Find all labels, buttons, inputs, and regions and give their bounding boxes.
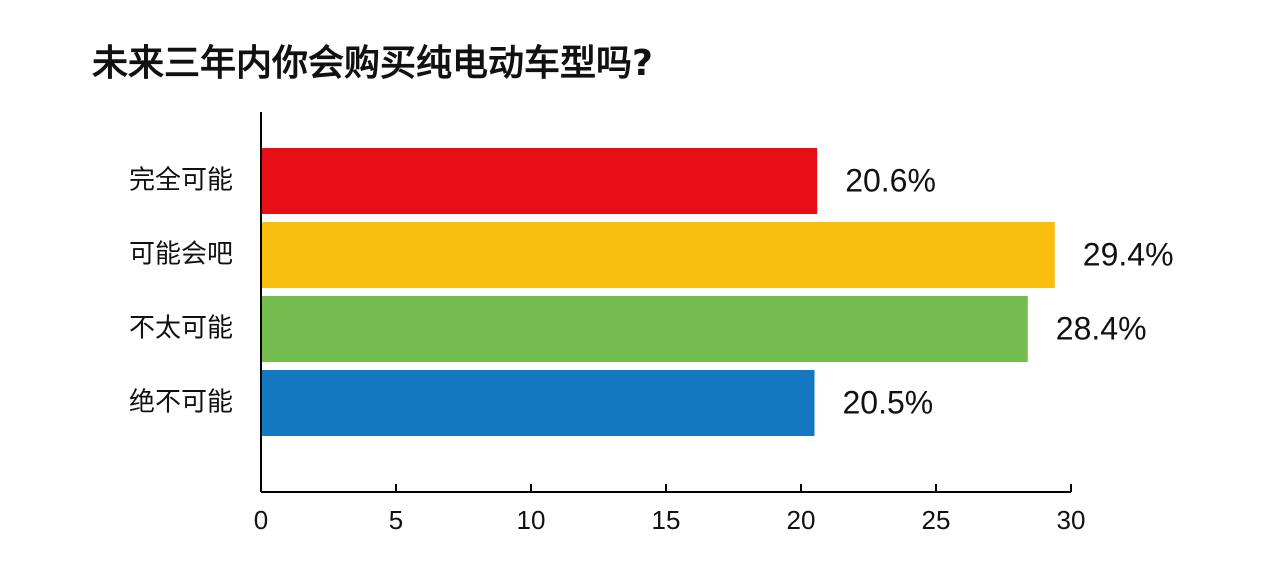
x-tick-label: 15 [652, 505, 681, 535]
bar [261, 370, 815, 436]
x-tick-label: 20 [787, 505, 816, 535]
x-tick-label: 10 [517, 505, 546, 535]
x-tick-label: 25 [922, 505, 951, 535]
value-label: 20.6% [845, 162, 936, 198]
chart-title: 未来三年内你会购买纯电动车型吗? [92, 43, 653, 84]
value-label: 20.5% [843, 384, 934, 420]
y-tick-label: 完全可能 [129, 166, 233, 196]
value-label: 29.4% [1083, 236, 1174, 272]
value-label: 28.4% [1056, 310, 1147, 346]
x-tick-label: 5 [389, 505, 403, 535]
bar [261, 296, 1028, 362]
bar [261, 222, 1055, 288]
bar [261, 148, 818, 214]
x-tick-label: 30 [1057, 505, 1086, 535]
y-tick-label: 绝不可能 [129, 388, 233, 418]
x-tick-label: 0 [254, 505, 268, 535]
y-tick-label: 可能会吧 [129, 240, 233, 270]
y-tick-label: 不太可能 [129, 314, 233, 344]
